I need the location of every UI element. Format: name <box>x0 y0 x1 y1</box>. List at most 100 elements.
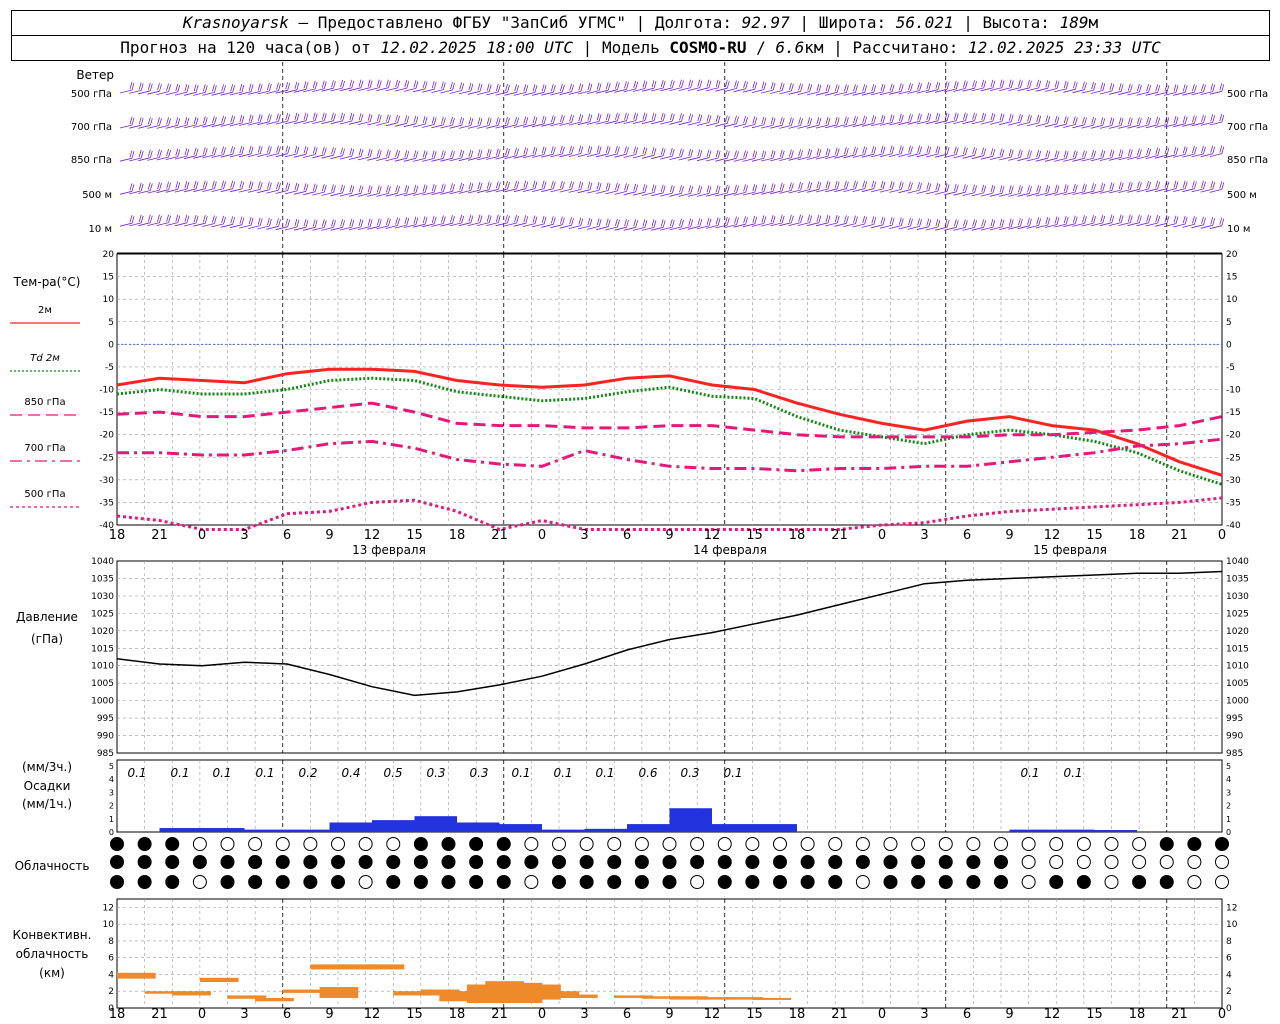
temp-ytick-left: -15 <box>99 408 114 418</box>
wind-barb <box>935 183 950 195</box>
wind-barb <box>614 183 629 195</box>
time-axis-hour-bottom: 3 <box>240 1007 248 1022</box>
temp-ytick-left: -5 <box>105 363 114 373</box>
wind-barb <box>651 184 666 197</box>
precip-ytick-right: 0 <box>1226 828 1231 837</box>
wind-barb <box>486 83 501 96</box>
wind-barb <box>1008 113 1023 126</box>
wind-barb <box>184 147 199 160</box>
precip-ytick-right: 3 <box>1226 788 1231 797</box>
wind-barb <box>889 83 904 95</box>
conv-cloud-bar <box>199 977 239 983</box>
wind-barb <box>907 145 922 157</box>
wind-barb <box>1209 181 1225 193</box>
wind-barb <box>431 116 446 129</box>
cloud-cover-icon <box>579 855 594 869</box>
wind-barb <box>761 149 776 162</box>
cloud-cover-icon <box>828 875 843 889</box>
wind-barb <box>174 116 190 129</box>
conv-cloud-bar <box>724 997 764 1000</box>
wind-barb <box>1173 180 1188 192</box>
pressure-ytick-right: 1010 <box>1226 662 1249 672</box>
wind-barb <box>568 145 584 157</box>
wind-barb <box>980 184 996 197</box>
wind-barb <box>257 113 272 126</box>
cloud-cover-icon <box>1076 875 1091 889</box>
wind-barb <box>953 112 968 124</box>
wind-barb <box>532 146 547 158</box>
conv-cloud-bar <box>752 997 792 1000</box>
wind-barb <box>815 214 831 227</box>
wind-barb <box>1063 150 1078 162</box>
wind-barb <box>1109 117 1124 129</box>
wind-barb <box>742 81 758 93</box>
wind-barb <box>248 181 263 193</box>
wind-barb <box>284 145 300 158</box>
wind-barb <box>935 112 950 125</box>
wind-barb <box>403 150 419 162</box>
wind-barb <box>522 215 538 227</box>
wind-barb <box>541 84 556 96</box>
wind-barb <box>999 185 1014 197</box>
wind-barb <box>852 115 868 128</box>
wind-barb <box>641 184 657 196</box>
wind-barb <box>239 114 254 126</box>
conv-ytick-right: 0 <box>1226 1004 1232 1014</box>
wind-barb <box>138 214 153 227</box>
wind-barb <box>1136 214 1151 227</box>
time-axis-hour: 3 <box>240 528 248 543</box>
precip-bar <box>1094 830 1137 832</box>
wind-barb <box>577 181 593 194</box>
wind-barb <box>156 117 171 129</box>
wind-barb <box>1145 180 1161 193</box>
city-name: Krasnoyarsk <box>182 13 289 32</box>
conv-cloud-bar <box>117 972 156 979</box>
temp-legend-label: 2м <box>38 305 52 316</box>
time-axis-date: 13 февраля <box>352 543 426 557</box>
cloud-cover-icon <box>634 875 649 889</box>
cloud-cover-icon <box>303 855 318 869</box>
wind-barb <box>129 182 144 195</box>
wind-barb <box>367 79 382 91</box>
wind-barb <box>953 80 968 92</box>
wind-barb <box>1063 116 1078 128</box>
wind-barb <box>989 79 1005 91</box>
wind-barb <box>1182 84 1197 96</box>
time-axis-hour-bottom: 0 <box>878 1007 886 1022</box>
wind-barb <box>806 83 822 96</box>
wind-barb <box>220 84 236 96</box>
wind-barb <box>559 145 574 158</box>
cloud-cover-icon <box>331 875 345 889</box>
wind-barb <box>1173 215 1188 228</box>
wind-barb <box>229 180 245 193</box>
wind-barb <box>861 216 877 228</box>
wind-barb <box>284 182 300 195</box>
precip-bar <box>712 824 755 832</box>
wind-barb <box>1127 214 1142 227</box>
cloud-cover-icon <box>828 837 843 851</box>
cloud-cover-icon <box>1104 875 1119 889</box>
temp-ytick-left: -25 <box>99 453 114 463</box>
wind-level-label: 10 м <box>89 224 112 235</box>
pressure-ytick-left: 990 <box>97 732 114 742</box>
conv-unit: (км) <box>39 966 65 980</box>
cloud-cover-icon <box>248 875 263 889</box>
wind-barb <box>797 148 813 161</box>
precip-bar <box>329 822 372 832</box>
precip-amount: 0.4 <box>341 766 360 780</box>
wind-barb <box>898 82 913 95</box>
pressure-ytick-left: 1005 <box>91 679 114 689</box>
time-axis-hour: 12 <box>364 528 381 543</box>
time-axis-hour-bottom: 18 <box>449 1007 466 1022</box>
time-axis-hour: 0 <box>538 528 546 543</box>
conv-cloud-bar <box>669 996 709 1000</box>
wind-barb <box>394 150 410 162</box>
time-axis-hour-bottom: 12 <box>704 1007 721 1022</box>
wind-barb <box>568 181 584 193</box>
temp-ytick-left: -30 <box>99 476 114 486</box>
cloud-cover-icon <box>1215 855 1229 869</box>
cloud-cover-icon <box>469 875 484 889</box>
wind-barb <box>394 115 410 127</box>
wind-barb <box>1209 145 1225 157</box>
wind-barb <box>724 216 739 228</box>
